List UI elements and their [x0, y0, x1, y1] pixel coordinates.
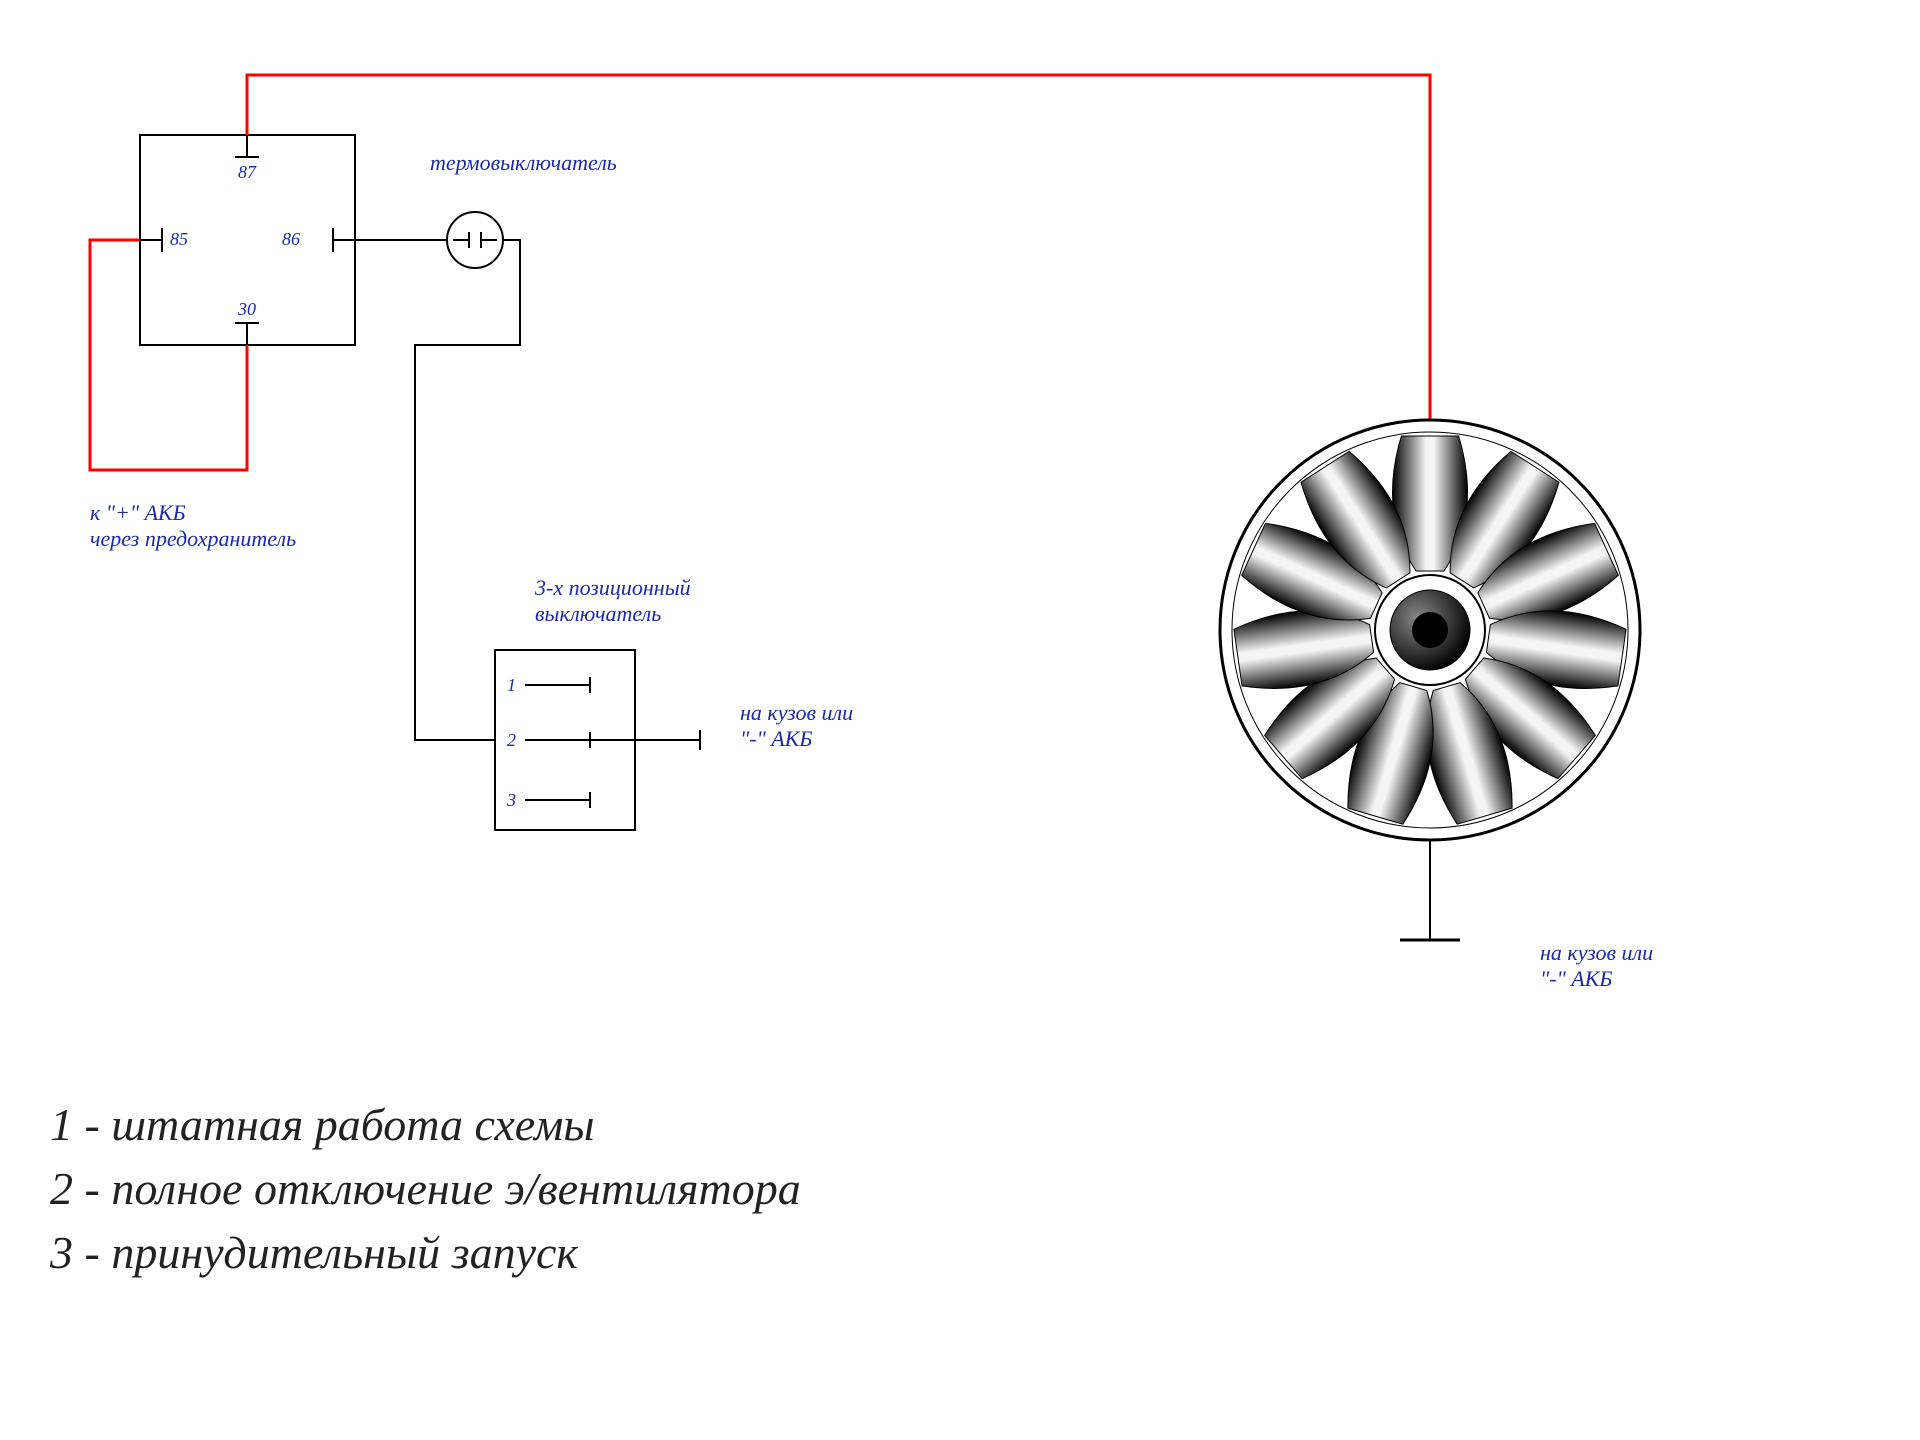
- pin-30-label: 30: [237, 299, 256, 319]
- three-pos-switch: 3-х позиционный выключатель 1 2 3: [495, 575, 691, 830]
- note-akb-plus-1: к "+" АКБ: [90, 500, 186, 525]
- thermo-label: термовыключатель: [430, 150, 617, 175]
- thermo-switch: термовыключатель: [430, 150, 617, 268]
- switch-pos-2: 2: [507, 730, 516, 750]
- switch-pos-3: 3: [506, 790, 516, 810]
- fan-icon: [1220, 420, 1640, 840]
- note-akb-plus-2: через предохранитель: [90, 526, 296, 551]
- note-switch-gnd-2: "-" АКБ: [740, 726, 812, 751]
- note-fan-gnd-1: на кузов или: [1540, 940, 1653, 965]
- switch-label-1: 3-х позиционный: [534, 575, 691, 600]
- wiring-diagram: 87 85 86 30 термовыключатель 3-х позицио…: [0, 0, 1920, 1440]
- pin-86-label: 86: [282, 229, 300, 249]
- pin-87-label: 87: [238, 162, 257, 182]
- legend-line-1: 1 - штатная работа схемы: [50, 1099, 595, 1150]
- note-switch-gnd-1: на кузов или: [740, 700, 853, 725]
- legend-line-3: 3 - принудительный запуск: [49, 1227, 578, 1278]
- legend: 1 - штатная работа схемы 2 - полное отклю…: [49, 1099, 801, 1278]
- note-fan-gnd-2: "-" АКБ: [1540, 966, 1612, 991]
- pin-85-label: 85: [170, 229, 188, 249]
- relay: 87 85 86 30: [140, 135, 355, 345]
- legend-line-2: 2 - полное отключение э/вентилятора: [50, 1163, 801, 1214]
- switch-pos-1: 1: [507, 675, 516, 695]
- switch-label-2: выключатель: [535, 601, 661, 626]
